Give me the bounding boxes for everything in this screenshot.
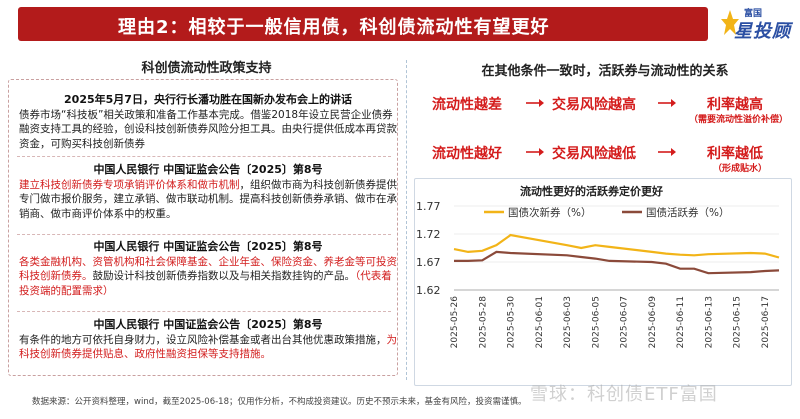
flow-row1-step2: 交易风险越高 — [552, 97, 636, 113]
left-panel-title: 科创债流动性政策支持 — [141, 61, 272, 76]
x-tick-label: 2025-05-30 — [507, 296, 517, 349]
legend-label-1: 国债次新券（%） — [508, 206, 591, 219]
legend-label-2: 国债活跃券（%） — [646, 206, 729, 219]
y-tick-label: 1.72 — [416, 228, 441, 241]
y-tick-label: 1.67 — [416, 256, 441, 269]
header: 理由2：相较于一般信用债，科创债流动性有望更好 富国 星投顾 — [0, 0, 800, 48]
policy-body-3-highlight: 各类金融机构、资管机构和社会保障基金、企业年金、保险资金、养老金等可投资科技创新… — [19, 255, 397, 283]
x-tick-label: 2025-06-05 — [591, 296, 601, 348]
policy-body-2: ，组织做市商为科技创新债券提供专门做市报价服务，建立承销、做市联动机制。提高科技… — [19, 178, 397, 220]
flow-row1-step1: 流动性越差 — [432, 97, 502, 113]
policy-block-4: 中国人民银行 中国证监会公告〔2025〕第8号 有条件的地方可依托自身财力，设立… — [19, 318, 397, 362]
chart-title: 流动性更好的活跃券定价更好 — [520, 185, 663, 198]
policy-body-4-highlight: 为科技创新债券提供贴息、政府性融资担保等支持措施。 — [19, 333, 397, 361]
x-tick-label: 2025-06-17 — [761, 296, 771, 348]
y-tick-label: 1.62 — [416, 284, 441, 297]
flow-row2-step1: 流动性越好 — [432, 146, 502, 162]
policy-block-3: 中国人民银行 中国证监会公告〔2025〕第8号 各类金融机构、资管机构和社会保障… — [19, 240, 397, 298]
policy-head-2: 中国人民银行 中国证监会公告〔2025〕第8号 — [93, 163, 323, 176]
watermark: 雪球：科创债ETF富国 — [530, 384, 718, 405]
divider — [17, 156, 391, 157]
x-tick-label: 2025-06-15 — [733, 296, 743, 348]
policy-block-1: 2025年5月7日，央行行长潘功胜在国新办发布会上的讲话 债券市场“科技板”相关… — [19, 93, 397, 151]
title-banner: 理由2：相较于一般信用债，科创债流动性有望更好 — [18, 7, 708, 41]
brand-logo: 富国 星投顾 — [718, 4, 796, 44]
flow-row2-note: （形成贴水） — [713, 164, 768, 174]
flow-row2-step3: 利率越低 — [707, 146, 763, 162]
chart-frame — [414, 178, 792, 386]
x-tick-label: 2025-06-13 — [704, 296, 714, 348]
policy-body-3-note: （代表着投资端的配置需求） — [19, 270, 392, 297]
star-icon — [721, 10, 739, 35]
divider — [17, 311, 391, 312]
policy-body-3: 鼓励设计科技创新债券指数以及与相关指数挂钩的产品。 — [92, 270, 356, 282]
policy-head-3: 中国人民银行 中国证监会公告〔2025〕第8号 — [93, 240, 323, 253]
policy-block-2: 中国人民银行 中国证监会公告〔2025〕第8号 建立科技创新债券专项承销评价体系… — [19, 163, 397, 221]
line-chart: 1.77 1.72 1.67 1.62 2025-05-26 2025-05-28 2025… — [416, 200, 780, 349]
flow-row1-note: （需要流动性溢价补偿） — [689, 115, 789, 125]
x-tick-label: 2025-06-11 — [676, 296, 686, 348]
flow-row2-step2: 交易风险越低 — [552, 146, 636, 162]
arrow-right-icon — [658, 148, 676, 156]
policy-body-4: 有条件的地方可依托自身财力，设立风险补偿基金或者出台其他优惠政策措施， — [19, 333, 387, 346]
logo-main-text: 星投顾 — [734, 21, 791, 42]
right-panel-title: 在其他条件一致时，活跃券与流动性的关系 — [481, 64, 729, 79]
arrow-right-icon — [526, 148, 544, 156]
source-note: 数据来源：公开资料整理，wind，截至2025-06-18；仅用作分析，不构成投… — [32, 397, 527, 407]
divider — [17, 234, 391, 235]
page-title: 理由2：相较于一般信用债，科创债流动性有望更好 — [118, 17, 550, 38]
x-tick-label: 2025-06-03 — [563, 296, 573, 348]
x-tick-label: 2025-05-26 — [450, 296, 460, 349]
flow-row1-step3: 利率越高 — [707, 97, 763, 113]
arrow-right-icon — [526, 99, 544, 107]
x-tick-label: 2025-05-28 — [478, 296, 488, 349]
series-line-2 — [454, 250, 780, 275]
arrow-right-icon — [658, 99, 676, 107]
policy-head-1: 2025年5月7日，央行行长潘功胜在国新办发布会上的讲话 — [64, 93, 352, 106]
policy-head-4: 中国人民银行 中国证监会公告〔2025〕第8号 — [93, 318, 323, 331]
policy-body-2-highlight: 建立科技创新债券专项承销评价体系和做市机制 — [19, 178, 240, 191]
x-tick-label: 2025-06-07 — [620, 296, 630, 348]
series-line-1 — [453, 233, 780, 259]
logo-small-text: 富国 — [744, 9, 763, 19]
x-tick-label: 2025-06-09 — [648, 296, 658, 349]
y-tick-label: 1.77 — [416, 200, 441, 213]
policy-body-1: 债券市场“科技板”相关政策和准备工作基本完成。借鉴2018年设立民营企业债券融资… — [19, 108, 397, 150]
x-tick-label: 2025-06-01 — [535, 296, 545, 348]
policy-box: 2025年5月7日，央行行长潘功胜在国新办发布会上的讲话 债券市场“科技板”相关… — [8, 79, 398, 376]
vertical-divider — [406, 60, 407, 380]
